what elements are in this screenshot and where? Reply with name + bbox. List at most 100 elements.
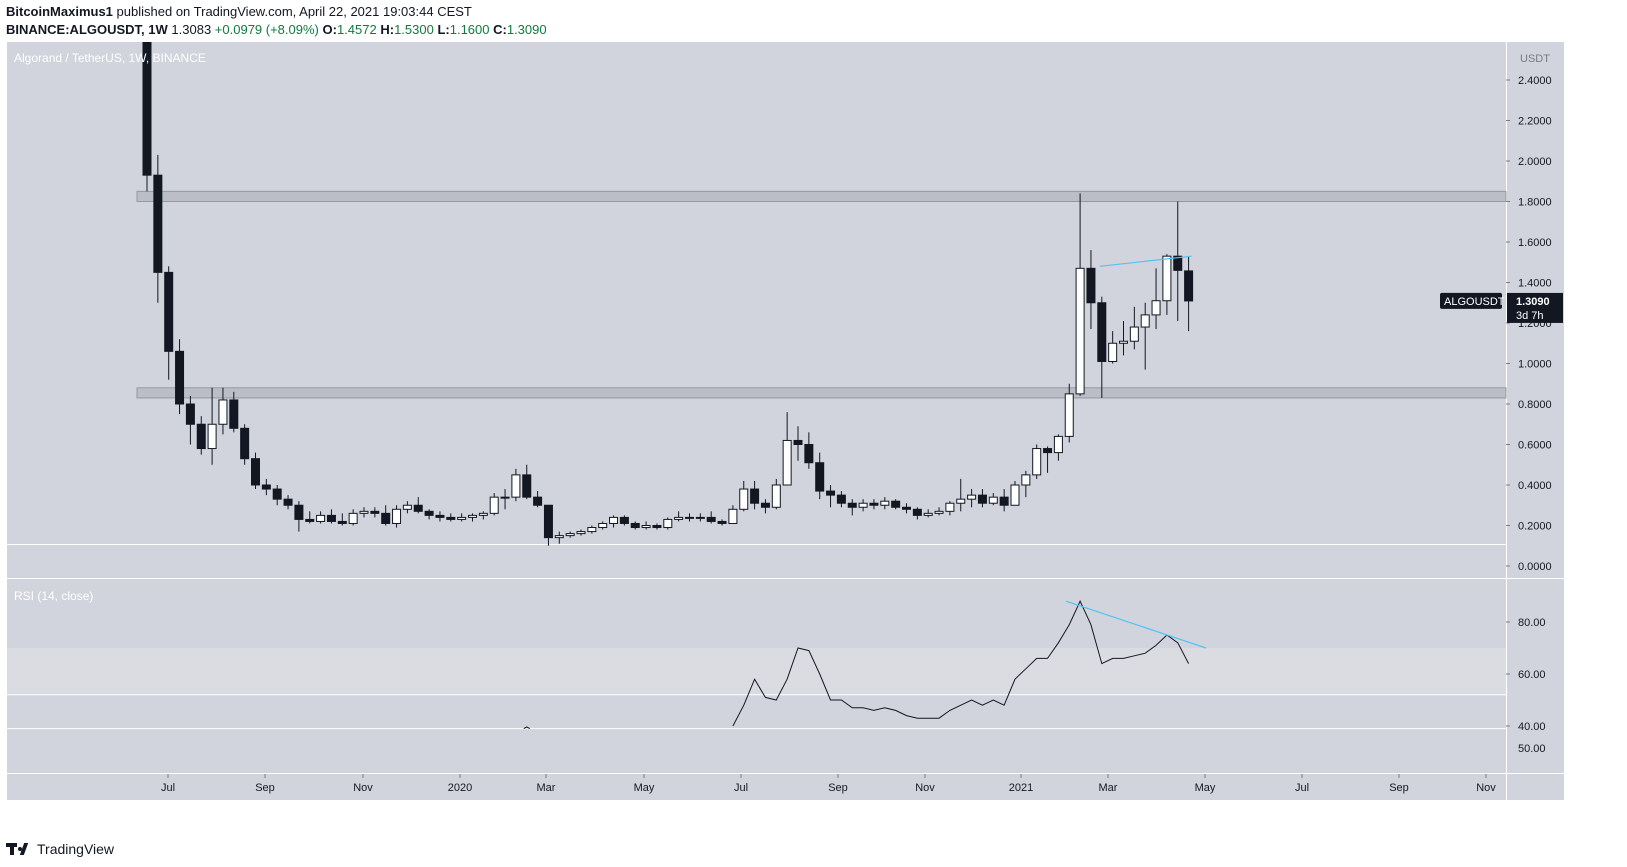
ohlc-line: BINANCE:ALGOUSDT, 1W 1.3083 +0.0979 (+8.… xyxy=(6,22,547,38)
price-tick-label: 2.0000 xyxy=(1518,156,1552,168)
price-tick-label: 1.6000 xyxy=(1518,237,1552,249)
candle-up xyxy=(1151,300,1161,316)
candle-down xyxy=(175,350,185,405)
rsi-trendline xyxy=(1065,600,1207,649)
candle-up xyxy=(598,522,608,529)
candle-up xyxy=(402,504,412,510)
countdown-label: 3d 7h xyxy=(1516,310,1544,322)
candle-up xyxy=(1108,342,1118,362)
time-axis xyxy=(7,774,1506,800)
rsi-extra-tick-label: 50.00 xyxy=(1518,743,1546,755)
candle-down xyxy=(1043,448,1053,454)
candle-down xyxy=(1184,270,1194,302)
candle-up xyxy=(511,474,521,498)
candle-down xyxy=(142,42,152,176)
candle-down xyxy=(847,502,857,508)
candles xyxy=(142,42,1194,546)
candle-up xyxy=(1075,267,1085,395)
last-price-label: 1.3090 xyxy=(1516,296,1550,308)
resistance-zone xyxy=(136,190,1507,202)
candle-down xyxy=(760,502,770,508)
candle-down xyxy=(337,520,347,524)
price-tick-label: 0.4000 xyxy=(1518,480,1552,492)
candle-up xyxy=(782,439,792,486)
candle-down xyxy=(446,516,456,520)
rsi-band xyxy=(7,648,1506,695)
low-label: L: xyxy=(437,22,450,37)
candle-up xyxy=(1010,484,1020,506)
candle-down xyxy=(533,496,543,506)
candle-down xyxy=(891,500,901,508)
candle-up xyxy=(207,423,217,450)
candle-up xyxy=(880,500,890,506)
price-trendline xyxy=(1099,255,1192,267)
time-tick-label: Sep xyxy=(1389,782,1409,794)
candle-up xyxy=(739,488,749,510)
candle-up xyxy=(771,484,781,508)
symbol-tag-label: ALGOUSDT xyxy=(1444,296,1505,308)
author-name[interactable]: BitcoinMaximus1 xyxy=(6,4,113,19)
time-tick-label: 2021 xyxy=(1009,782,1033,794)
candle-up xyxy=(500,496,510,499)
candle-down xyxy=(424,510,434,516)
candle-up xyxy=(587,527,597,533)
candle-down xyxy=(902,506,911,510)
candle-up xyxy=(934,510,944,514)
candle-down xyxy=(164,271,174,352)
resistance-zone xyxy=(136,387,1507,399)
rsi-tick-label: 40.00 xyxy=(1518,721,1546,733)
candle-up xyxy=(1129,326,1139,342)
price-tick-label: 0.0000 xyxy=(1518,561,1552,573)
candle-down xyxy=(619,516,629,524)
candle-up xyxy=(685,516,694,519)
candle-down xyxy=(381,512,391,524)
price-tick-label: 2.4000 xyxy=(1518,75,1552,87)
candle-down xyxy=(652,525,662,529)
time-tick-label: May xyxy=(1195,782,1216,794)
candle-up xyxy=(576,531,586,535)
candle-up xyxy=(923,512,933,516)
candle-up xyxy=(1053,435,1063,454)
price-tick-label: 0.8000 xyxy=(1518,399,1552,411)
candle-down xyxy=(522,474,532,498)
candle-up xyxy=(609,516,619,524)
time-tick-label: 2020 xyxy=(448,782,472,794)
price-pane-title: Algorand / TetherUS, 1W, BINANCE xyxy=(14,51,206,65)
time-tick-label: Jul xyxy=(161,782,175,794)
high-value: 1.5300 xyxy=(394,22,434,37)
candle-up xyxy=(945,502,955,512)
open-label: O: xyxy=(322,22,337,37)
candle-up xyxy=(457,516,467,520)
price-change: +0.0979 (+8.09%) xyxy=(214,22,319,37)
candle-down xyxy=(999,496,1009,506)
tradingview-brand[interactable]: TradingView xyxy=(37,841,115,857)
candle-up xyxy=(695,516,705,519)
candle-up xyxy=(1119,340,1128,344)
candle-down xyxy=(869,502,879,506)
candle-down xyxy=(836,494,846,504)
candle-up xyxy=(1140,314,1150,328)
candle-up xyxy=(348,512,358,524)
low-value: 1.1600 xyxy=(449,22,490,37)
rsi-line xyxy=(732,600,1190,727)
candle-down xyxy=(630,522,640,529)
candle-up xyxy=(663,518,673,529)
candle-down xyxy=(826,490,836,496)
axis-corner xyxy=(1506,774,1564,800)
publish-info: published on TradingView.com, April 22, … xyxy=(116,4,472,19)
rsi-series xyxy=(732,600,1190,727)
rsi-axis xyxy=(1506,579,1564,773)
candle-up xyxy=(728,508,738,524)
candle-down xyxy=(1173,255,1183,271)
symbol-tag xyxy=(1440,292,1502,309)
high-label: H: xyxy=(380,22,395,37)
time-tick-label: Mar xyxy=(537,782,556,794)
candle-down xyxy=(370,510,380,514)
tradingview-logo-icon xyxy=(6,841,32,857)
symbol-label: BINANCE:ALGOUSDT, 1W xyxy=(6,22,168,37)
candle-down xyxy=(261,484,271,490)
candle-down xyxy=(240,427,250,460)
time-tick-label: Jul xyxy=(734,782,748,794)
last-price-badge xyxy=(1507,292,1563,323)
